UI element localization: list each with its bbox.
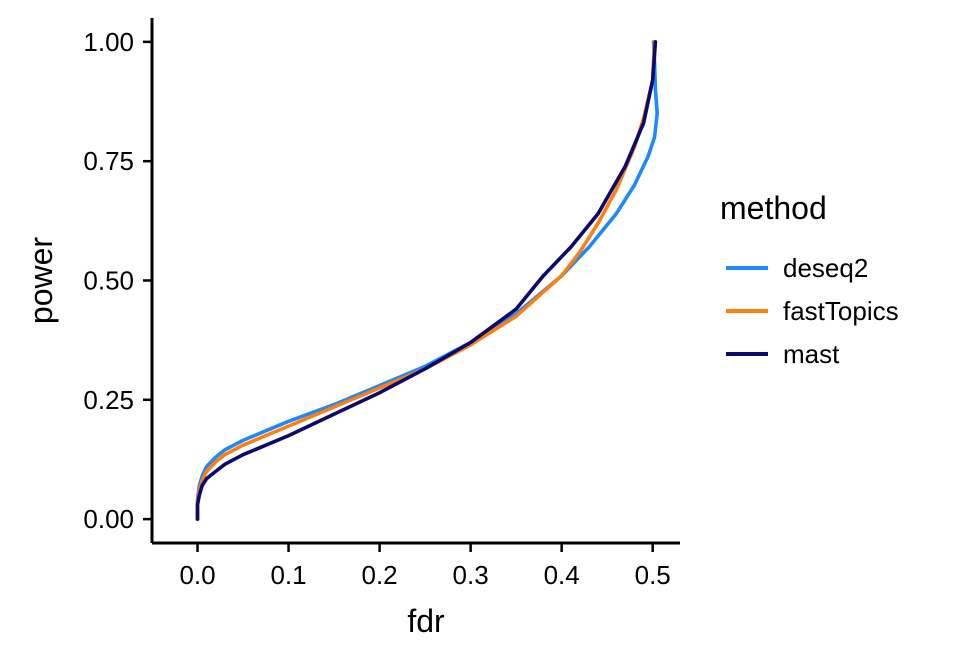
y-axis-title: power bbox=[23, 237, 59, 325]
y-tick-label: 0.00 bbox=[83, 504, 134, 534]
x-tick-label: 0.1 bbox=[270, 560, 306, 590]
x-axis-title: fdr bbox=[407, 603, 445, 639]
x-tick-label: 0.3 bbox=[453, 560, 489, 590]
y-tick-label: 0.75 bbox=[83, 146, 134, 176]
y-ticks: 0.00 0.25 0.50 0.75 1.00 bbox=[83, 27, 152, 534]
legend-title: method bbox=[720, 190, 827, 226]
series-line-deseq2 bbox=[195, 40, 659, 521]
y-tick-label: 0.50 bbox=[83, 266, 134, 296]
series-line-mast bbox=[195, 40, 658, 521]
x-ticks: 0.0 0.1 0.2 0.3 0.4 0.5 bbox=[179, 543, 671, 590]
legend: method deseq2 fastTopics mast bbox=[720, 190, 899, 369]
x-tick-label: 0.5 bbox=[635, 560, 671, 590]
axes-layer bbox=[150, 18, 680, 545]
series-line-fasttopics bbox=[195, 40, 657, 521]
legend-label-fasttopics: fastTopics bbox=[783, 296, 899, 326]
legend-label-mast: mast bbox=[783, 339, 840, 369]
series-layer bbox=[195, 40, 659, 521]
x-tick-label: 0.2 bbox=[362, 560, 398, 590]
legend-label-deseq2: deseq2 bbox=[783, 253, 868, 283]
x-tick-label: 0.0 bbox=[179, 560, 215, 590]
x-tick-label: 0.4 bbox=[544, 560, 580, 590]
y-tick-label: 0.25 bbox=[83, 385, 134, 415]
y-tick-label: 1.00 bbox=[83, 27, 134, 57]
